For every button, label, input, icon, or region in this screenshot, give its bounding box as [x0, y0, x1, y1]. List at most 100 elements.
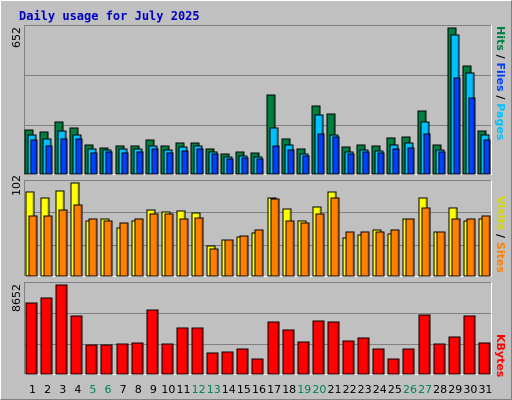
pages-bar [287, 149, 295, 175]
sites-bar-shade [277, 200, 279, 276]
pages-bar-shade [443, 153, 445, 174]
x-tick-label: 31 [478, 383, 492, 396]
sites-bar [239, 235, 249, 277]
pages-bar [105, 151, 113, 175]
pages-bar [136, 151, 144, 175]
right-label-sep-1: / [494, 51, 507, 63]
right-label-visits: Visits [494, 196, 507, 231]
pages-bar [453, 77, 461, 175]
hits-files-pages-panel [24, 25, 492, 175]
kbytes-bar [387, 358, 400, 375]
sites-bar-shade [261, 231, 263, 276]
pages-bar-shade [382, 154, 384, 174]
kbytes-bar [478, 342, 491, 375]
x-tick-label: 6 [105, 383, 112, 396]
sites-bar-shade [412, 220, 414, 276]
pages-bar-shade [322, 135, 324, 174]
pages-bar [423, 133, 431, 175]
sites-bar [451, 218, 461, 277]
sites-bar-shade [292, 222, 294, 276]
x-tick-label: 22 [343, 383, 357, 396]
pages-bar [90, 152, 98, 175]
sites-bar [73, 204, 83, 277]
plot-border-shadow [24, 25, 492, 175]
kbytes-bar [297, 341, 310, 375]
pages-bar [332, 136, 340, 175]
kbytes-bar [433, 343, 446, 375]
kbytes-bar-shade [412, 350, 414, 374]
x-tick-label: 18 [282, 383, 296, 396]
kbytes-bar-shade [246, 350, 248, 374]
sites-bar-shade [488, 217, 490, 276]
sites-bar-shade [352, 233, 354, 276]
kbytes-bar-shade [261, 360, 263, 374]
pages-bar [407, 147, 415, 175]
sites-bar [345, 231, 355, 277]
sites-bar-shade [126, 224, 128, 276]
kbytes-bar [70, 315, 83, 375]
x-tick-label: 27 [418, 383, 432, 396]
chart-title: Daily usage for July 2025 [19, 9, 200, 23]
pages-bar [241, 157, 249, 175]
x-tick-label: 10 [161, 383, 175, 396]
visits-sites-panel [24, 180, 492, 277]
pages-bar [226, 158, 234, 175]
x-tick-label: 30 [463, 383, 477, 396]
kbytes-bar [55, 284, 68, 375]
sites-bar [285, 220, 295, 277]
kbytes-bar [357, 337, 370, 375]
sites-bar [58, 209, 68, 277]
pages-bar [45, 145, 53, 175]
pages-bar-shade [141, 153, 143, 174]
kbytes-bar-shade [35, 304, 37, 374]
sites-bar [164, 213, 174, 277]
x-tick-label: 11 [177, 383, 191, 396]
kbytes-bar [402, 348, 415, 375]
sites-bar [88, 218, 98, 277]
sites-bar-shade [171, 215, 173, 276]
pages-bar [392, 148, 400, 175]
pages-bar [121, 152, 129, 175]
pages-bar-shade [35, 141, 37, 174]
sites-bar-shade [65, 211, 67, 276]
sites-bar [375, 231, 385, 277]
kbytes-bar-shade [171, 345, 173, 374]
x-tick-label: 19 [297, 383, 311, 396]
sites-bar-shade [473, 220, 475, 276]
kbytes-bar-shade [443, 345, 445, 374]
pages-bar-shade [95, 154, 97, 174]
kbytes-bar [191, 327, 204, 375]
kbytes-bar-shade [473, 317, 475, 374]
kbytes-bar-shade [382, 350, 384, 374]
pages-bar [211, 153, 219, 175]
pages-bar-shade [292, 151, 294, 174]
pages-bar-shade [156, 150, 158, 174]
kbytes-bar [312, 320, 325, 375]
pages-bar-shade [307, 157, 309, 174]
kbytes-bar [463, 315, 476, 375]
sites-bar [405, 218, 415, 277]
pages-bar [347, 153, 355, 175]
x-tick-label: 2 [44, 383, 51, 396]
pages-bar-shade [110, 153, 112, 174]
kbytes-bar [25, 302, 38, 375]
sites-bar [390, 229, 400, 277]
sites-bar [436, 231, 446, 277]
sites-bar [134, 218, 144, 277]
kbytes-bar [146, 309, 159, 375]
kbytes-bar [342, 340, 355, 375]
y-max-label-visits: 102 [10, 175, 23, 196]
pages-bar-shade [126, 154, 128, 174]
sites-bar-shade [141, 220, 143, 276]
sites-bar [481, 215, 491, 277]
sites-bar-shade [428, 209, 430, 276]
kbytes-bar-shade [488, 344, 490, 374]
pages-bar-shade [80, 140, 82, 174]
kbytes-bar [85, 344, 98, 375]
kbytes-bar [372, 348, 385, 375]
sites-bar [103, 220, 113, 277]
pages-bar-shade [488, 141, 490, 174]
pages-bar-shade [397, 150, 399, 174]
sites-bar [315, 213, 325, 277]
